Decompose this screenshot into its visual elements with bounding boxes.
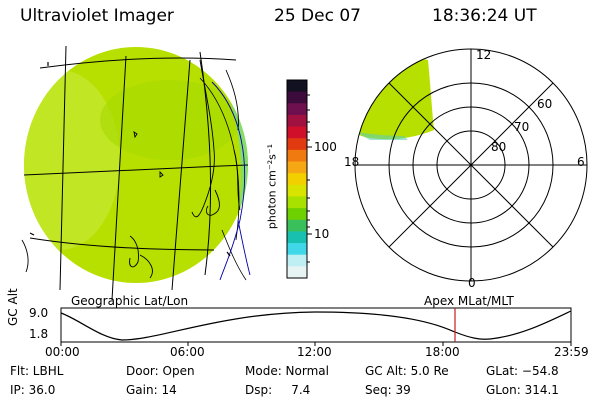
map-ticks bbox=[29, 62, 231, 257]
colorbar-swatch bbox=[287, 243, 307, 256]
glat-status: GLat: −54.8 bbox=[486, 364, 559, 378]
ip-status: IP: 36.0 bbox=[10, 383, 56, 397]
seq-status: Seq: 39 bbox=[365, 383, 411, 397]
filter-status: Flt: LBHL bbox=[10, 364, 64, 378]
mlat-label-70: 70 bbox=[514, 120, 530, 134]
gain-status: Gain: 14 bbox=[126, 383, 177, 397]
colorbar-swatch bbox=[287, 173, 307, 186]
altitude-curve bbox=[60, 310, 572, 341]
mlat-label-60: 60 bbox=[537, 97, 553, 111]
globe-caption: Geographic Lat/Lon bbox=[71, 294, 189, 308]
colorbar-swatch bbox=[287, 114, 307, 128]
colorbar-swatch bbox=[287, 126, 307, 139]
colorbar-swatch bbox=[287, 80, 307, 93]
colorbar-tick-10: 10 bbox=[314, 227, 330, 241]
polar-caption: Apex MLat/MLT bbox=[424, 294, 514, 308]
gc-alt-status: GC Alt: 5.0 Re bbox=[365, 364, 449, 378]
door-status: Door: Open bbox=[126, 364, 195, 378]
mlt-label-0: 0 bbox=[468, 276, 476, 290]
mlt-label-18: 18 bbox=[344, 155, 360, 169]
colorbar-swatch bbox=[287, 231, 307, 244]
time-label: 18:36:24 UT bbox=[432, 6, 537, 26]
colorbar-swatch bbox=[287, 149, 307, 163]
globe-grid bbox=[23, 45, 249, 301]
timeseries-ticks bbox=[60, 342, 572, 346]
mlt-label-6: 6 bbox=[577, 155, 585, 169]
colorbar-swatch bbox=[287, 208, 307, 221]
xtick-1200: 12:00 bbox=[297, 345, 332, 359]
instrument-title: Ultraviolet Imager bbox=[20, 6, 174, 26]
mode-status: Mode: Normal bbox=[245, 364, 329, 378]
colorbar-swatch bbox=[287, 266, 307, 279]
colorbar-swatch bbox=[287, 254, 307, 267]
xtick-2359: 23:59 bbox=[554, 345, 589, 359]
ytick-1-8: 1.8 bbox=[29, 327, 49, 341]
colorbar-swatch bbox=[287, 91, 307, 104]
colorbar-swatch bbox=[287, 219, 307, 233]
mlat-label-80: 80 bbox=[491, 140, 507, 154]
colorbar-swatch bbox=[287, 103, 307, 116]
terminator-line bbox=[211, 81, 251, 281]
xtick-0600: 06:00 bbox=[170, 345, 205, 359]
timeseries-ylabel: GC Alt bbox=[6, 288, 20, 326]
colorbar-ticks bbox=[307, 94, 312, 263]
colorbar-tick-100: 100 bbox=[314, 140, 337, 154]
colorbar-swatch bbox=[287, 161, 307, 174]
limb-lines bbox=[199, 77, 247, 281]
xtick-0000: 00:00 bbox=[45, 345, 80, 359]
colorbar-swatch bbox=[287, 184, 307, 198]
colorbar-swatch bbox=[287, 138, 307, 151]
dsp-status: Dsp: 7.4 bbox=[245, 383, 311, 397]
glon-status: GLon: 314.1 bbox=[486, 383, 559, 397]
date-label: 25 Dec 07 bbox=[274, 6, 361, 26]
mlt-label-12: 12 bbox=[476, 48, 492, 62]
aurora-region bbox=[355, 59, 434, 140]
polar-grid bbox=[354, 48, 588, 282]
ytick-9: 9.0 bbox=[29, 306, 49, 320]
colorbar-swatch bbox=[287, 196, 307, 209]
xtick-1800: 18:00 bbox=[425, 345, 460, 359]
